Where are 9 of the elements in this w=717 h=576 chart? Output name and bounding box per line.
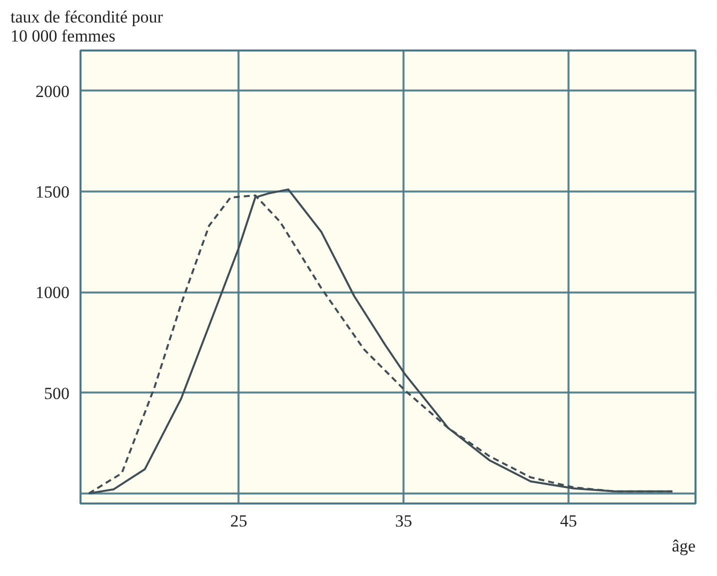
x-tick-label: 45 [560, 512, 578, 530]
y-tick-label: 1500 [36, 182, 70, 202]
x-tick-label: 35 [395, 512, 412, 530]
y-tick-label: 1000 [36, 283, 70, 302]
x-axis-title: âge [672, 536, 696, 556]
x-tick-label: 25 [230, 512, 248, 530]
y-tick-label: 2000 [36, 82, 70, 101]
y-axis-title: taux de fécondité pour 10 000 femmes [10, 8, 164, 46]
y-tick-label: 500 [44, 384, 70, 403]
